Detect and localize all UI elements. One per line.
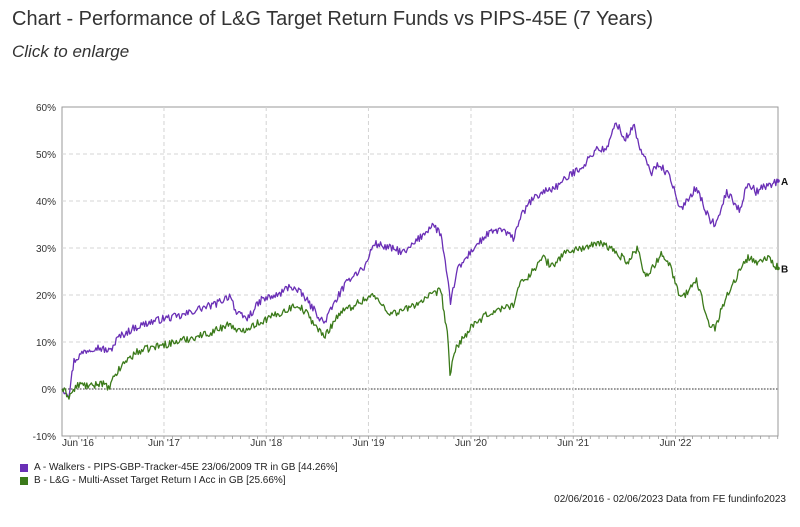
chart-title: Chart - Performance of L&G Target Return… <box>12 8 654 30</box>
grid-layer <box>61 106 779 437</box>
x-tick-label: Jun '22 <box>660 438 692 449</box>
axis-layer: 60% 50% 40% 30% 20% 10% 0% -10% Jun '16 Jun '17 Ju… <box>33 103 779 449</box>
y-tick-label: 10% <box>36 338 56 349</box>
series-end-point-b <box>776 266 780 271</box>
y-tick-label: 30% <box>36 244 56 255</box>
y-tick-label: 50% <box>36 150 56 161</box>
x-tick-label: Jun '16 <box>62 438 94 449</box>
x-tick-label: Jun '17 <box>148 438 180 449</box>
legend-entry-a: A - Walkers - PIPS-GBP-Tracker-45E 23/06… <box>20 461 338 474</box>
legend-swatch-a <box>20 463 28 472</box>
series-end-label-a: A <box>781 177 788 188</box>
y-tick-label: 20% <box>36 291 56 302</box>
y-tick-label: 40% <box>36 197 56 208</box>
y-tick-label: -10% <box>33 432 56 443</box>
x-tick-label: Jun '21 <box>557 438 589 449</box>
x-tick-label: Jun '18 <box>250 438 282 449</box>
legend-swatch-b <box>20 476 28 485</box>
chart-footer: 02/06/2016 - 02/06/2023 Data from FE fun… <box>554 494 786 505</box>
legend-label-b: B - L&G - Multi-Asset Target Return I Ac… <box>34 475 286 486</box>
y-tick-label: 0% <box>42 385 57 396</box>
series-line-a <box>61 122 779 398</box>
x-tick-label: Jun '20 <box>455 438 487 449</box>
series-end-label-b: B <box>781 264 788 275</box>
plot-frame <box>61 106 779 437</box>
series-end-point-a <box>776 179 780 183</box>
series-layer: AB <box>61 122 788 400</box>
legend-label-a: A - Walkers - PIPS-GBP-Tracker-45E 23/06… <box>34 462 338 473</box>
x-tick-label: Jun '19 <box>352 438 384 449</box>
y-tick-label: 60% <box>36 103 56 114</box>
legend-entry-b: B - L&G - Multi-Asset Target Return I Ac… <box>20 474 338 487</box>
click-to-enlarge-link[interactable]: Click to enlarge <box>12 42 130 61</box>
chart-legend: A - Walkers - PIPS-GBP-Tracker-45E 23/06… <box>20 461 338 487</box>
series-line-b <box>61 240 779 400</box>
